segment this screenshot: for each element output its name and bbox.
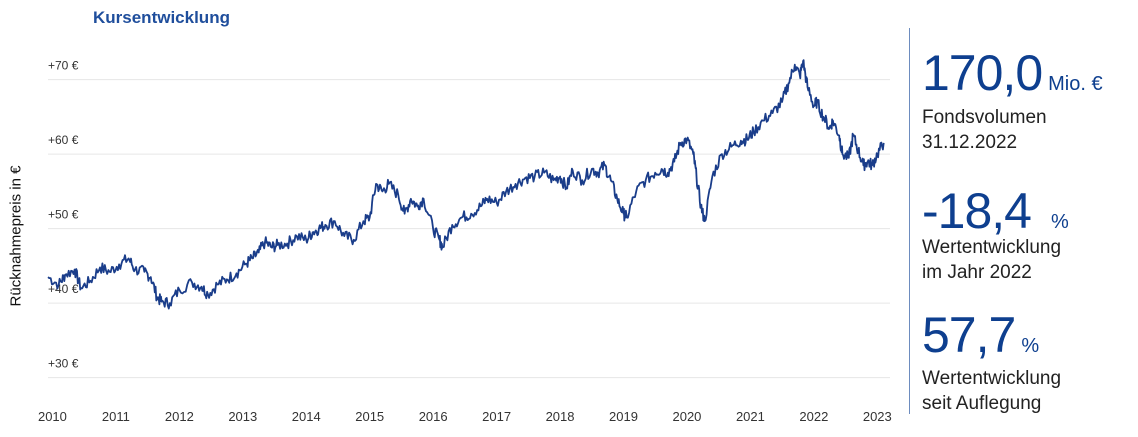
line-chart: +30 € +40 € +50 € +60 € +70 € 2010 2011 2012 201…	[38, 59, 892, 424]
x-tick-label: 2015	[355, 409, 384, 424]
performance-inception-label: Wertentwicklung	[922, 368, 1062, 389]
performance-2022-label: Wertentwicklung	[922, 237, 1062, 258]
fund-volume-label: Fondsvolumen	[922, 107, 1047, 128]
chart-title: Kursentwicklung	[93, 8, 230, 27]
y-tick-label: +70 €	[48, 59, 79, 73]
fund-volume-value: 170,0	[922, 45, 1043, 101]
x-tick-label: 2021	[736, 409, 765, 424]
performance-inception-unit: %	[1021, 335, 1040, 357]
fund-volume-unit: Mio. €	[1048, 73, 1103, 95]
performance-2022-unit: %	[1050, 211, 1069, 233]
x-tick-label: 2019	[609, 409, 638, 424]
x-tick-label: 2014	[292, 409, 321, 424]
x-tick-label: 2022	[799, 409, 828, 424]
x-tick-label: 2018	[546, 409, 575, 424]
fund-volume-date: 31.12.2022	[922, 132, 1018, 153]
x-tick-label: 2016	[419, 409, 448, 424]
performance-inception-value: 57,7	[922, 307, 1016, 363]
y-tick-label: +50 €	[48, 208, 79, 222]
x-tick-label: 2013	[228, 409, 257, 424]
price-series-line	[47, 59, 885, 310]
y-tick-label: +30 €	[48, 357, 79, 371]
x-tick-label: 2012	[165, 409, 194, 424]
performance-2022-value: -18,4	[922, 183, 1032, 239]
x-tick-label: 2011	[102, 409, 130, 424]
x-tick-label: 2023	[863, 409, 892, 424]
y-tick-label: +40 €	[48, 282, 79, 296]
performance-2022-stat: -18,4%	[922, 186, 1069, 236]
divider	[909, 28, 910, 414]
x-tick-label: 2010	[38, 409, 67, 424]
fund-volume-stat: 170,0 Mio. €	[922, 48, 1103, 98]
y-tick-label: +60 €	[48, 133, 79, 147]
performance-inception-stat: 57,7%	[922, 310, 1039, 360]
performance-inception-period: seit Auflegung	[922, 393, 1042, 414]
x-tick-label: 2020	[672, 409, 701, 424]
performance-2022-period: im Jahr 2022	[922, 262, 1032, 283]
x-tick-label: 2017	[482, 409, 511, 424]
